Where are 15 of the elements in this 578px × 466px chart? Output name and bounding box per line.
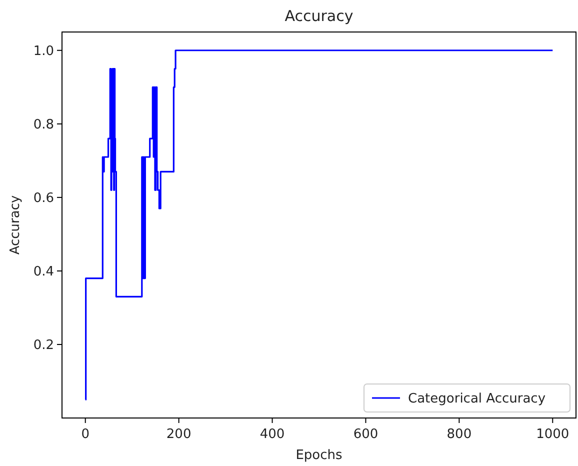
x-axis-title: Epochs (296, 448, 343, 463)
x-tick-label: 600 (353, 427, 378, 442)
chart-title: Accuracy (284, 7, 354, 25)
legend-label: Categorical Accuracy (408, 392, 546, 407)
x-tick-label: 400 (260, 427, 285, 442)
x-tick-label: 200 (166, 427, 192, 442)
y-tick-label: 0.4 (33, 264, 54, 280)
y-tick-label: 0.6 (33, 190, 54, 206)
x-tick-label: 1000 (536, 427, 570, 442)
y-tick-label: 0.8 (33, 117, 54, 132)
x-tick-label: 800 (446, 427, 472, 442)
y-tick-label: 1.0 (33, 44, 54, 59)
y-axis-title: Accuracy (8, 195, 23, 255)
x-tick-label: 0 (81, 427, 90, 442)
y-tick-label: 0.2 (33, 338, 54, 354)
